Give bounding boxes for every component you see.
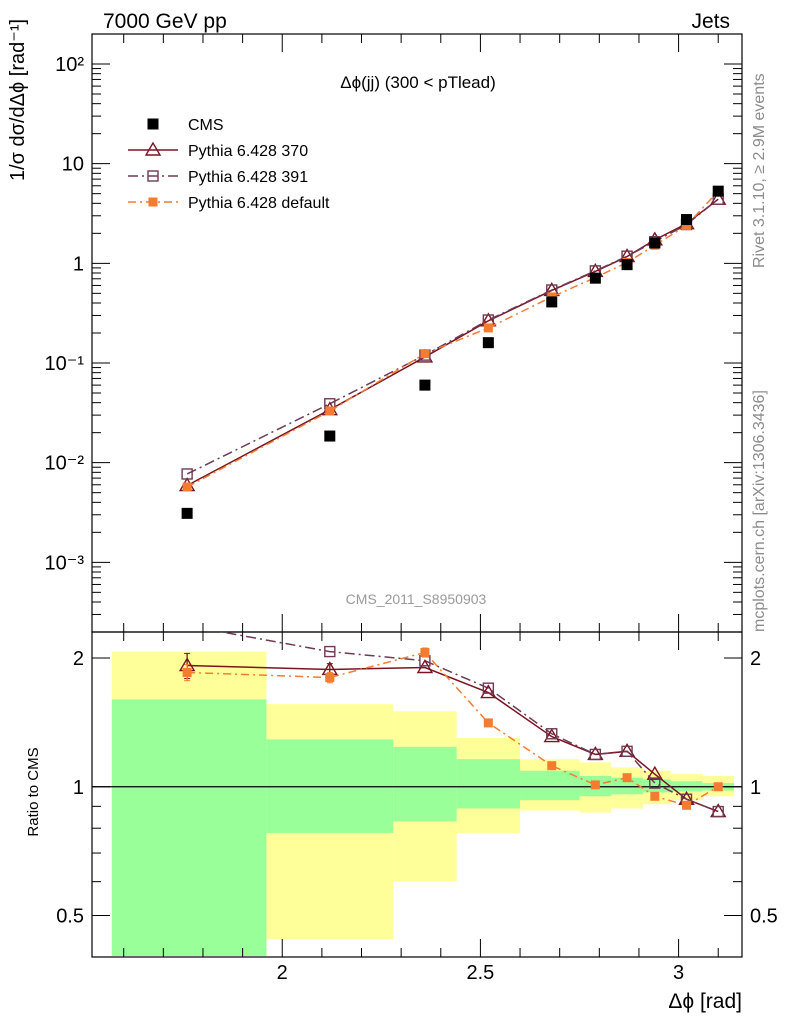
data-point-3-2 [420, 349, 430, 359]
header-right: Jets [691, 10, 730, 33]
data-point-0-8 [681, 214, 693, 226]
y-tick-label: 10⁻³ [45, 552, 85, 574]
legend-marker-0 [147, 118, 159, 130]
series-line-2 [186, 198, 719, 475]
y-tick-label: 10 [62, 154, 84, 176]
data-point-0-4 [546, 296, 558, 308]
ratio-tick-label: 2 [73, 648, 84, 670]
ratio-point-1-7 [649, 777, 661, 789]
ratio-point-2-7 [650, 791, 660, 801]
x-tick-label: 2 [277, 962, 288, 984]
data-point-0-7 [649, 237, 661, 249]
ratio-point-1-3 [482, 682, 495, 694]
ratio-point-1-1 [324, 645, 336, 658]
y-tick-label: 10⁻¹ [45, 353, 85, 375]
ratio-tick-label-right: 2 [750, 648, 761, 670]
data-point-3-3 [483, 323, 493, 333]
y-tick-label: 1 [73, 253, 84, 275]
ratio-line-0 [187, 664, 719, 813]
ratio-series-group [178, 632, 727, 818]
ratio-tick-label: 0.5 [56, 906, 84, 928]
ratio-line-2 [187, 651, 719, 807]
ratio-point-2-0 [182, 667, 192, 677]
data-point-3-1 [325, 406, 335, 416]
ratio-tick-label-right: 1 [750, 777, 761, 799]
y-tick-label: 10² [55, 54, 84, 76]
data-point-0-2 [419, 379, 431, 391]
data-point-0-9 [712, 185, 724, 197]
ratio-point-1-4 [546, 728, 558, 740]
x-tick-label: 2.5 [467, 962, 495, 984]
ratio-point-0-7 [646, 765, 664, 780]
ratio-point-2-9 [713, 782, 723, 792]
y-axis-label: 1/σ dσ/dΔϕ [rad⁻¹] [7, 19, 29, 181]
ratio-line-1 [217, 632, 719, 813]
data-point-0-3 [482, 337, 494, 349]
inner-band-6 [611, 777, 643, 795]
inner-band-0 [111, 699, 267, 956]
legend-label-2: Pythia 6.428 391 [188, 169, 308, 186]
legend-marker-1 [144, 141, 162, 156]
ratio-tick-label-right: 0.5 [750, 906, 778, 928]
ratio-point-2-2 [420, 647, 430, 657]
y-tick-label: 10⁻² [45, 453, 85, 475]
ratio-point-0-3 [480, 684, 497, 699]
ratio-point-2-3 [483, 718, 493, 728]
series-line-3 [186, 190, 719, 488]
ratio-point-2-1 [325, 673, 335, 683]
data-point-3-8 [682, 220, 692, 230]
chart-title: Δϕ(jj) (300 < pTlead) [340, 73, 496, 92]
ratio-point-2-8 [682, 800, 692, 810]
x-axis-label: Δϕ [rad] [668, 990, 742, 1013]
side-label-rivet: Rivet 3.1.10, ≥ 2.9M events [751, 73, 768, 268]
inner-band-3 [456, 759, 521, 809]
ratio-point-1-5 [589, 748, 602, 761]
ratio-point-2-5 [590, 780, 600, 790]
data-point-3-0 [182, 482, 192, 492]
inner-band-2 [393, 746, 457, 822]
legend: CMS Pythia 6.428 370 Pythia 6.428 391 Pythi… [128, 117, 330, 212]
header-left: 7000 GeV pp [103, 10, 227, 33]
legend-label-3: Pythia 6.428 default [188, 195, 330, 212]
ratio-point-2-6 [622, 773, 632, 783]
inner-band-4 [520, 770, 580, 801]
ratio-point-0-2 [416, 659, 434, 674]
side-label-mcplots: mcplots.cern.ch [arXiv:1306.3436] [751, 390, 768, 632]
ratio-point-0-4 [543, 728, 560, 743]
data-point-0-5 [589, 272, 601, 284]
ratio-point-2-4 [547, 761, 557, 771]
x-tick-label: 3 [673, 962, 684, 984]
main-panel: 10⁻³ 10⁻² 10⁻¹ 1 10 10² [45, 33, 743, 633]
data-point-0-0 [181, 507, 193, 519]
analysis-id: CMS_2011_S8950903 [346, 591, 487, 607]
legend-label-1: Pythia 6.428 370 [188, 143, 308, 160]
ratio-point-1-6 [621, 745, 633, 758]
data-point-2-0 [181, 468, 193, 480]
legend-marker-3 [148, 197, 158, 207]
data-point-0-6 [621, 259, 633, 271]
ratio-y-axis-label: Ratio to CMS [25, 747, 42, 836]
ratio-panel: 2 2.5 3 0.5 0.5 1 1 2 2 [56, 631, 778, 984]
data-point-0-1 [324, 430, 336, 442]
ratio-point-1-9 [712, 805, 724, 818]
ratio-tick-label: 1 [73, 777, 84, 799]
legend-marker-2 [147, 170, 159, 182]
series-line-1 [186, 198, 719, 487]
legend-label-0: CMS [188, 117, 224, 134]
ratio-frame [91, 631, 743, 958]
